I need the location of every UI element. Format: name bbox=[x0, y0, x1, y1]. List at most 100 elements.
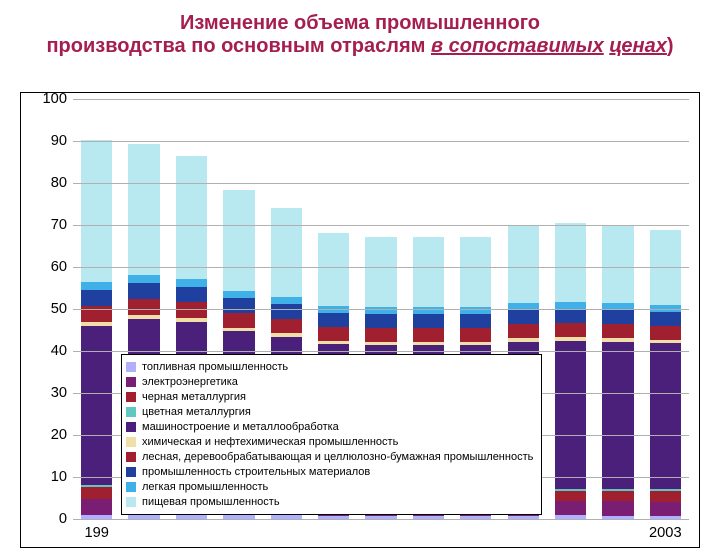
legend: топливная промышленностьэлектроэнергетик… bbox=[121, 354, 542, 515]
stacked-bar bbox=[81, 120, 112, 519]
bar-segment-ferrous bbox=[81, 487, 112, 499]
y-tick-label: 30 bbox=[29, 385, 67, 401]
stacked-bar bbox=[555, 166, 586, 519]
bar-segment-machinery bbox=[650, 343, 681, 489]
stacked-bar bbox=[602, 168, 633, 519]
bar-segment-light bbox=[81, 282, 112, 290]
bar-segment-constrmat bbox=[128, 283, 159, 299]
legend-swatch bbox=[126, 482, 136, 492]
bar-segment-constrmat bbox=[318, 313, 349, 327]
legend-item: лесная, деревообрабатывающая и целлюлозн… bbox=[126, 450, 533, 464]
y-tick-label: 40 bbox=[29, 343, 67, 359]
legend-item: черная металлургия bbox=[126, 390, 533, 404]
bar-segment-light bbox=[271, 297, 302, 304]
bar-segment-constrmat bbox=[460, 314, 491, 328]
legend-label: топливная промышленность bbox=[142, 360, 288, 374]
legend-label: цветная металлургия bbox=[142, 405, 251, 419]
bar-segment-food bbox=[81, 234, 112, 282]
bar-segment-constrmat bbox=[223, 298, 254, 313]
y-tick-label: 20 bbox=[29, 427, 67, 443]
bar-segment-top bbox=[318, 233, 349, 295]
chart-frame: 01020304050607080901001992003 топливная … bbox=[20, 92, 700, 548]
gridline bbox=[73, 183, 689, 184]
bar-segment-ferrous bbox=[602, 491, 633, 502]
legend-swatch bbox=[126, 422, 136, 432]
bar-segment-food bbox=[413, 297, 444, 307]
bar-segment-electro bbox=[81, 499, 112, 515]
legend-item: химическая и нефтехимическая промышленно… bbox=[126, 435, 533, 449]
bar-segment-top bbox=[555, 223, 586, 288]
gridline bbox=[73, 225, 689, 226]
bar-segment-food bbox=[271, 283, 302, 297]
bar-segment-top bbox=[508, 226, 539, 289]
bar-segment-constrmat bbox=[602, 310, 633, 324]
legend-label: химическая и нефтехимическая промышленно… bbox=[142, 435, 398, 449]
bar-segment-top bbox=[602, 226, 633, 289]
y-tick-label: 70 bbox=[29, 217, 67, 233]
y-tick-label: 10 bbox=[29, 469, 67, 485]
bar-segment-food bbox=[365, 297, 396, 307]
bar-segment-constrmat bbox=[555, 309, 586, 323]
legend-swatch bbox=[126, 362, 136, 372]
y-tick-label: 0 bbox=[29, 511, 67, 527]
bar-segment-machinery bbox=[602, 342, 633, 489]
bar-segment-light bbox=[176, 279, 207, 287]
bar-segment-electro bbox=[602, 501, 633, 515]
gridline bbox=[73, 267, 689, 268]
title-line-2: производства по основным отраслям в сопо… bbox=[20, 35, 700, 58]
legend-item: топливная промышленность bbox=[126, 360, 533, 374]
bar-segment-forest bbox=[508, 324, 539, 338]
y-tick-label: 100 bbox=[29, 91, 67, 107]
gridline bbox=[73, 519, 689, 520]
bar-segment-top bbox=[650, 230, 681, 291]
bar-segment-food bbox=[460, 297, 491, 307]
gridline bbox=[73, 141, 689, 142]
bar-segment-food bbox=[555, 288, 586, 302]
legend-label: легкая промышленность bbox=[142, 480, 268, 494]
bar-segment-light bbox=[223, 291, 254, 298]
gridline bbox=[73, 309, 689, 310]
legend-item: машиностроение и металлообработка bbox=[126, 420, 533, 434]
legend-swatch bbox=[126, 392, 136, 402]
bar-segment-forest bbox=[81, 306, 112, 322]
bar-segment-forest bbox=[460, 328, 491, 342]
bar-segment-top bbox=[223, 190, 254, 272]
bar-segment-forest bbox=[413, 328, 444, 342]
bar-segment-constrmat bbox=[176, 287, 207, 303]
bar-segment-forest bbox=[128, 299, 159, 315]
bar-segment-forest bbox=[223, 313, 254, 328]
y-tick-label: 60 bbox=[29, 259, 67, 275]
bar-segment-light bbox=[128, 275, 159, 283]
bar-segment-ferrous bbox=[650, 491, 681, 501]
bar-segment-food bbox=[650, 291, 681, 305]
legend-item: электроэнергетика bbox=[126, 375, 533, 389]
bar-segment-food bbox=[223, 272, 254, 291]
bar-segment-constrmat bbox=[365, 314, 396, 328]
gridline bbox=[73, 351, 689, 352]
legend-swatch bbox=[126, 437, 136, 447]
y-tick-label: 80 bbox=[29, 175, 67, 191]
bar-segment-forest bbox=[555, 323, 586, 337]
x-tick-label: 199 bbox=[84, 525, 108, 541]
bar-segment-food bbox=[176, 240, 207, 279]
bar-segment-food bbox=[508, 289, 539, 303]
bar-segment-machinery bbox=[81, 326, 112, 486]
bar-segment-top bbox=[176, 156, 207, 240]
legend-label: электроэнергетика bbox=[142, 375, 238, 389]
legend-swatch bbox=[126, 377, 136, 387]
legend-swatch bbox=[126, 467, 136, 477]
bar-segment-food bbox=[602, 289, 633, 303]
bar-segment-food bbox=[318, 296, 349, 306]
y-tick-label: 90 bbox=[29, 133, 67, 149]
bar-segment-machinery bbox=[555, 341, 586, 489]
bar-segment-top bbox=[271, 208, 302, 282]
title-line-1: Изменение объема промышленного bbox=[20, 12, 700, 35]
legend-item: цветная металлургия bbox=[126, 405, 533, 419]
legend-label: лесная, деревообрабатывающая и целлюлозн… bbox=[142, 450, 533, 464]
bar-segment-constrmat bbox=[271, 304, 302, 318]
bar-segment-forest bbox=[365, 328, 396, 342]
bar-segment-forest bbox=[602, 324, 633, 338]
bar-segment-electro bbox=[555, 501, 586, 515]
legend-swatch bbox=[126, 452, 136, 462]
bar-segment-ferrous bbox=[555, 491, 586, 502]
